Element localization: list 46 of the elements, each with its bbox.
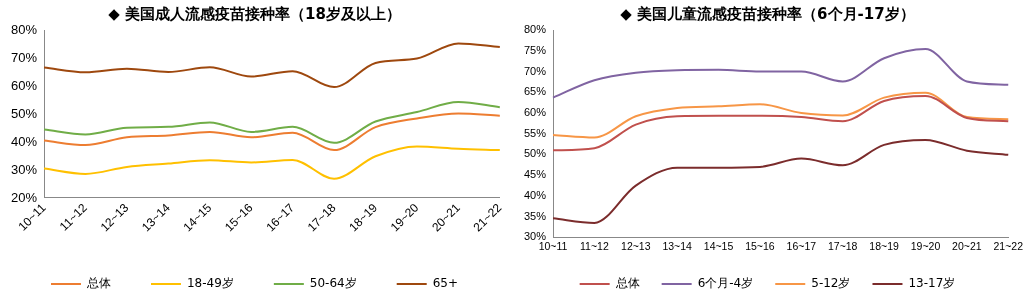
x-tick-label: 18~19: [869, 239, 899, 252]
legend-label: 13-17岁: [908, 276, 956, 291]
x-tick-label: 16~17: [786, 239, 817, 252]
x-tick-label: 21~22: [993, 239, 1024, 252]
x-tick-label: 19~20: [910, 239, 941, 252]
x-tick-label: 13~14: [662, 239, 693, 252]
legend-label: 6个月-4岁: [697, 276, 754, 291]
y-tick-label: 70%: [523, 64, 547, 77]
legend-label: 18-49岁: [186, 276, 234, 291]
chart-title: ◆ 美国儿童流感疫苗接种率（6个月-17岁）: [620, 4, 915, 23]
y-tick-label: 30%: [10, 161, 38, 177]
y-tick-label: 80%: [10, 21, 38, 37]
y-tick-label: 55%: [523, 126, 547, 139]
legend-label: 总体: [85, 276, 111, 291]
y-tick-label: 45%: [523, 168, 547, 181]
y-tick-label: 50%: [523, 147, 547, 160]
legend-label: 5-12岁: [811, 276, 851, 291]
x-tick-label: 15~16: [745, 239, 775, 252]
line-series: [43, 145, 501, 180]
line-series: [552, 94, 1010, 152]
y-tick-label: 40%: [10, 133, 38, 149]
legend-label: 50-64岁: [309, 276, 357, 291]
y-tick-label: 75%: [523, 43, 547, 56]
legend-label: 65+: [432, 276, 459, 291]
y-tick-label: 70%: [10, 49, 38, 65]
line-series: [43, 42, 501, 89]
y-tick-label: 80%: [523, 23, 547, 36]
y-tick-label: 60%: [10, 77, 38, 93]
y-tick-label: 50%: [10, 105, 38, 121]
y-tick-label: 35%: [523, 209, 547, 222]
y-tick-label: 20%: [10, 189, 38, 205]
x-tick-label: 20~21: [952, 239, 982, 252]
line-series: [43, 100, 501, 144]
x-tick-label: 17~18: [827, 239, 858, 252]
line-series: [552, 48, 1010, 99]
x-tick-label: 11~12: [580, 239, 609, 252]
y-tick-label: 60%: [523, 105, 547, 118]
x-tick-label: 14~15: [703, 239, 734, 252]
legend-label: 总体: [614, 276, 640, 291]
line-series: [552, 138, 1010, 224]
line-series: [552, 91, 1010, 139]
y-tick-label: 40%: [523, 188, 547, 201]
line-series: [43, 112, 501, 152]
y-tick-label: 65%: [523, 85, 547, 98]
x-tick-label: 12~13: [621, 239, 651, 252]
chart-title: ◆ 美国成人流感疫苗接种率（18岁及以上）: [108, 4, 401, 23]
